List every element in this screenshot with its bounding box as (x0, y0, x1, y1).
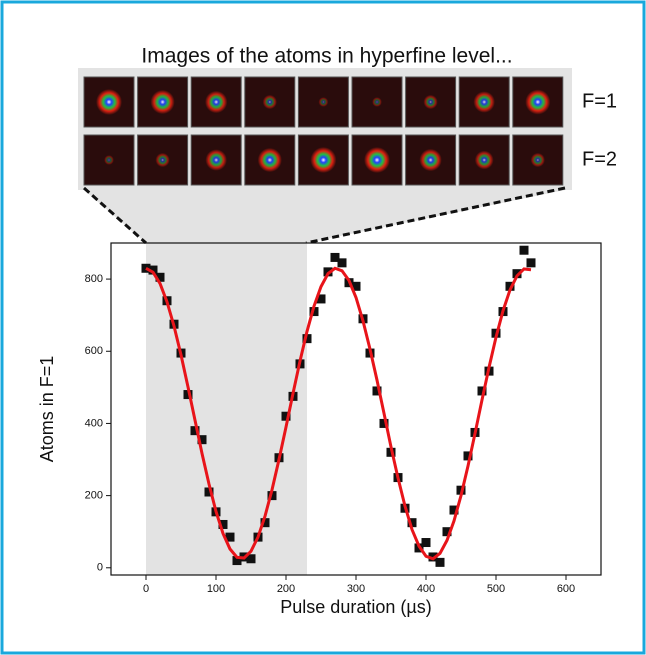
data-point (197, 435, 207, 445)
chart-title: Images of the atoms in hyperfine level..… (141, 45, 512, 68)
data-point (281, 411, 291, 421)
x-tick-label: 300 (347, 583, 365, 595)
data-point (526, 258, 536, 268)
atom-cloud (525, 89, 551, 115)
image-tile (83, 76, 135, 128)
atom-cloud (104, 155, 114, 165)
plot-frame (110, 242, 602, 576)
atom-cloud (205, 90, 228, 114)
data-point (246, 554, 256, 564)
data-point (442, 527, 452, 537)
data-point (225, 532, 235, 542)
data-point (330, 252, 340, 262)
zoom-line (83, 186, 147, 245)
data-point (204, 487, 214, 497)
atom-cloud (150, 89, 175, 115)
data-point (351, 281, 361, 291)
data-point (435, 557, 445, 567)
data-point (463, 451, 473, 461)
fit-line (145, 266, 532, 561)
atom-cloud (530, 152, 545, 168)
x-tick-label: 400 (417, 583, 435, 595)
atom-cloud (205, 149, 227, 171)
atom-cloud (262, 94, 277, 110)
data-point (148, 265, 158, 275)
atom-cloud (364, 147, 390, 173)
data-point (218, 519, 228, 529)
data-point (449, 505, 459, 515)
x-tick-label: 500 (487, 583, 505, 595)
atom-cloud (155, 152, 170, 168)
data-point (337, 258, 347, 268)
x-tick-label: 100 (207, 583, 225, 595)
data-point (302, 334, 312, 344)
zoom-wedge (84, 190, 565, 243)
data-point (379, 418, 389, 428)
data-point (190, 426, 200, 436)
y-tick-label: 200 (85, 490, 103, 502)
x-tick-label: 200 (277, 583, 295, 595)
x-axis-title: Pulse duration (µs) (280, 597, 431, 617)
data-point (512, 269, 522, 279)
atom-cloud (423, 94, 438, 110)
data-point (421, 538, 431, 548)
y-tick-label: 0 (97, 562, 103, 574)
data-point (372, 386, 382, 396)
y-tick-label: 400 (85, 417, 103, 429)
atom-cloud (474, 150, 494, 170)
data-point (316, 294, 326, 304)
data-point (407, 518, 417, 528)
atom-images (83, 76, 564, 186)
data-point (155, 272, 165, 282)
image-row-label: F=1 (582, 90, 617, 112)
shaded-region (146, 243, 307, 575)
data-point (519, 245, 529, 255)
x-tick-label: 600 (557, 583, 575, 595)
image-tile (190, 76, 242, 128)
atom-cloud (318, 97, 329, 107)
x-tick-label: 0 (143, 583, 149, 595)
zoom-line (305, 186, 566, 245)
atom-cloud (419, 148, 442, 172)
atom-cloud (257, 147, 282, 173)
image-row-label: F=2 (582, 148, 617, 170)
data-point (183, 390, 193, 400)
data-point (260, 518, 270, 528)
data-point (232, 556, 242, 566)
atom-cloud (473, 91, 495, 113)
atom-cloud (310, 147, 337, 173)
atom-cloud (372, 97, 382, 107)
image-tile (137, 134, 189, 186)
y-tick-label: 800 (85, 273, 103, 285)
data-point (505, 281, 515, 291)
atom-cloud (96, 89, 122, 115)
y-axis-title: Atoms in F=1 (37, 356, 57, 463)
y-tick-label: 600 (85, 345, 103, 357)
data-point (477, 386, 487, 396)
